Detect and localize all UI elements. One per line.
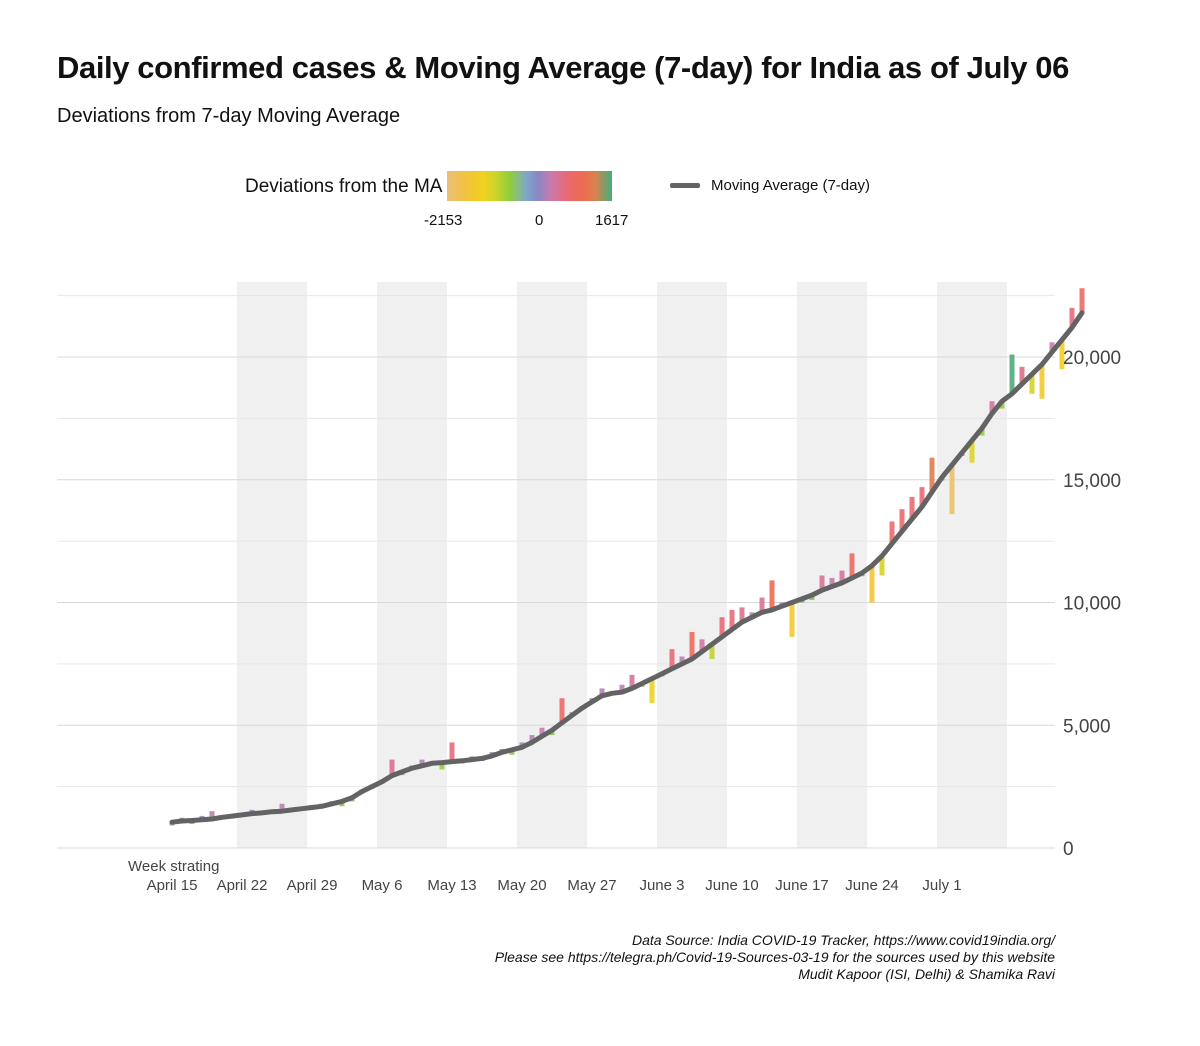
- y-tick-label: 20,000: [1063, 348, 1121, 369]
- fill-legend-zero-label: 0: [535, 212, 544, 229]
- daily-bar: [1079, 288, 1085, 313]
- x-tick-label: May 13: [427, 877, 476, 894]
- x-tick-label: June 24: [845, 877, 898, 894]
- gridlines: [57, 295, 1055, 849]
- week-band: [797, 282, 867, 848]
- week-band: [517, 282, 587, 848]
- source-line-1: Data Source: India COVID-19 Tracker, htt…: [631, 932, 1055, 948]
- week-band: [657, 282, 727, 848]
- y-tick-label: 15,000: [1063, 471, 1121, 492]
- daily-bar: [669, 649, 675, 669]
- x-tick-label: June 10: [705, 877, 758, 894]
- daily-bar: [1019, 366, 1025, 385]
- daily-bar: [729, 609, 735, 630]
- daily-bar: [709, 644, 715, 659]
- daily-bar: [889, 521, 895, 544]
- daily-bar: [879, 555, 885, 576]
- daily-bar: [789, 602, 795, 637]
- fill-legend-title: Deviations from the MA: [245, 176, 443, 197]
- y-tick-label: 5,000: [1063, 716, 1111, 737]
- chart-title: Daily confirmed cases & Moving Average (…: [57, 50, 1069, 85]
- y-tick-label: 10,000: [1063, 594, 1121, 615]
- daily-bar: [819, 575, 825, 591]
- source-line-2: Please see https://telegra.ph/Covid-19-S…: [494, 949, 1055, 965]
- x-axis-label: Week strating: [128, 858, 219, 875]
- daily-bar: [739, 607, 745, 623]
- source-line-3: Mudit Kapoor (ISI, Delhi) & Shamika Ravi: [798, 966, 1055, 982]
- daily-bar: [559, 698, 565, 723]
- daily-bar: [209, 811, 215, 820]
- fill-legend-colorbar: [447, 171, 612, 201]
- x-tick-label: May 27: [567, 877, 616, 894]
- y-tick-label: 0: [1063, 839, 1074, 860]
- daily-bar: [989, 401, 995, 414]
- y-tick-labels: 0 5,000 10,000 15,000 20,000: [1063, 348, 1121, 860]
- week-band: [377, 282, 447, 848]
- daily-bar: [389, 759, 395, 776]
- x-tick-label: April 15: [147, 877, 198, 894]
- daily-bar: [1069, 307, 1075, 328]
- daily-bar: [689, 631, 695, 659]
- moving-average-line: [169, 310, 1085, 825]
- x-tick-label: May 20: [497, 877, 546, 894]
- week-band: [937, 282, 1007, 848]
- x-tick-label: June 3: [639, 877, 684, 894]
- daily-bar: [949, 465, 955, 515]
- x-tick-labels: April 15 April 22 April 29 May 6 May 13 May 2…: [147, 877, 962, 894]
- daily-bar: [419, 759, 425, 766]
- daily-bar: [839, 570, 845, 583]
- daily-bar: [849, 553, 855, 578]
- daily-bar: [279, 803, 285, 812]
- daily-bar: [529, 735, 535, 743]
- daily-bar: [1029, 374, 1035, 394]
- daily-bar: [829, 577, 835, 587]
- x-tick-label: June 17: [775, 877, 828, 894]
- daily-bar: [759, 597, 765, 613]
- daily-bar: [599, 688, 605, 696]
- daily-bar: [769, 580, 775, 610]
- daily-bar: [699, 639, 705, 652]
- x-tick-label: July 1: [922, 877, 961, 894]
- daily-bar: [539, 727, 545, 737]
- x-tick-label: April 22: [217, 877, 268, 894]
- fill-legend-min-label: -2153: [424, 212, 463, 229]
- x-tick-label: April 29: [287, 877, 338, 894]
- x-tick-label: May 6: [362, 877, 403, 894]
- daily-bar: [1059, 339, 1065, 370]
- daily-bar: [619, 684, 625, 693]
- source-note: Data Source: India COVID-19 Tracker, htt…: [495, 932, 1055, 983]
- chart-subtitle: Deviations from 7-day Moving Average: [57, 105, 401, 127]
- daily-bar: [1009, 354, 1015, 394]
- daily-bar: [909, 496, 915, 520]
- daily-bar: [439, 762, 445, 770]
- daily-bar: [899, 509, 905, 532]
- daily-bar: [719, 617, 725, 637]
- line-legend-label: Moving Average (7-day): [711, 177, 870, 194]
- daily-bar: [1039, 364, 1045, 399]
- daily-bar: [929, 457, 935, 493]
- daily-bar: [969, 440, 975, 463]
- daily-bar: [869, 565, 875, 603]
- daily-bar: [649, 678, 655, 704]
- week-band: [237, 282, 307, 848]
- fill-legend-max-label: 1617: [595, 212, 629, 229]
- daily-bar: [919, 487, 925, 507]
- daily-bar: [629, 674, 635, 689]
- daily-bar: [449, 742, 455, 762]
- line-legend-swatch: [670, 183, 700, 188]
- daily-bar: [1049, 342, 1055, 353]
- week-bands: [237, 282, 1007, 848]
- daily-bar: [679, 656, 685, 664]
